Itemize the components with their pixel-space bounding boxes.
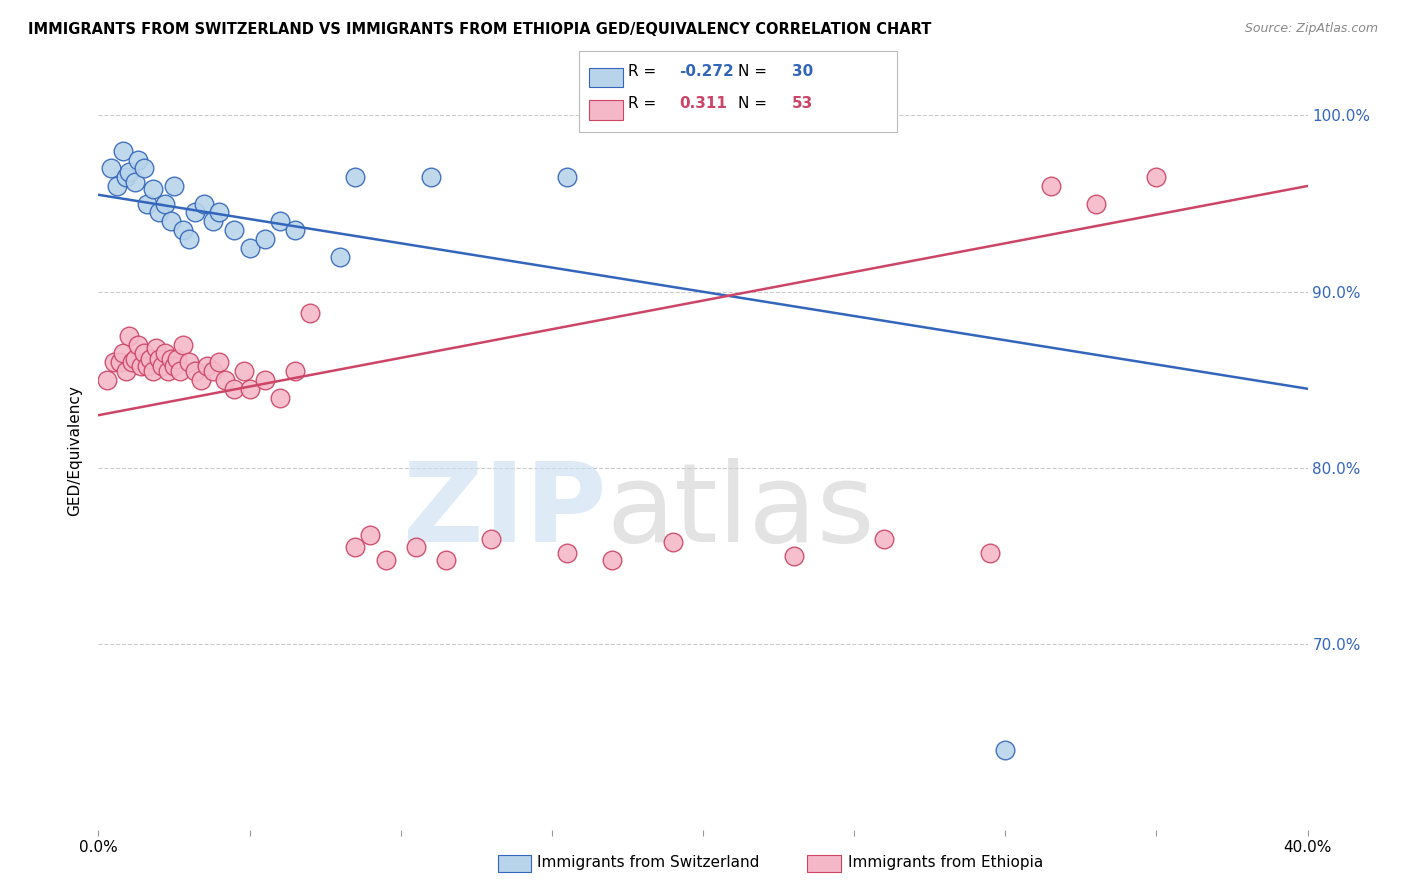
Point	[269, 214, 291, 228]
Point	[150, 359, 173, 373]
Point	[172, 223, 194, 237]
Point	[783, 549, 806, 564]
Point	[979, 546, 1001, 560]
Point	[224, 223, 246, 237]
Text: IMMIGRANTS FROM SWITZERLAND VS IMMIGRANTS FROM ETHIOPIA GED/EQUIVALENCY CORRELAT: IMMIGRANTS FROM SWITZERLAND VS IMMIGRANT…	[28, 22, 932, 37]
Point	[121, 355, 143, 369]
Point	[253, 232, 276, 246]
Text: Source: ZipAtlas.com: Source: ZipAtlas.com	[1244, 22, 1378, 36]
Point	[661, 535, 683, 549]
Point	[602, 553, 624, 567]
Point	[118, 165, 141, 179]
Point	[873, 532, 896, 546]
Text: 30: 30	[792, 64, 813, 79]
Point	[239, 382, 262, 396]
Point	[190, 373, 212, 387]
Point	[994, 743, 1017, 757]
Point	[127, 337, 149, 351]
Text: Immigrants from Ethiopia: Immigrants from Ethiopia	[848, 855, 1043, 871]
Point	[132, 161, 155, 176]
Point	[224, 382, 246, 396]
Text: ZIP: ZIP	[404, 458, 606, 565]
Point	[96, 373, 118, 387]
Point	[114, 170, 136, 185]
Point	[124, 351, 146, 366]
Point	[132, 346, 155, 360]
Point	[208, 355, 231, 369]
Point	[100, 161, 122, 176]
Point	[184, 364, 207, 378]
Point	[148, 205, 170, 219]
Point	[284, 223, 307, 237]
Point	[344, 170, 367, 185]
Point	[405, 541, 427, 555]
Point	[124, 176, 146, 190]
Point	[139, 351, 162, 366]
Point	[118, 329, 141, 343]
Point	[160, 351, 183, 366]
Point	[129, 359, 152, 373]
Point	[1144, 170, 1167, 185]
Point	[284, 364, 307, 378]
Point	[555, 170, 578, 185]
Point	[202, 214, 225, 228]
Point	[434, 553, 457, 567]
Point	[135, 196, 157, 211]
Point	[172, 337, 194, 351]
Point	[108, 355, 131, 369]
Point	[127, 153, 149, 167]
Point	[184, 205, 207, 219]
Point	[156, 364, 179, 378]
Y-axis label: GED/Equivalency: GED/Equivalency	[67, 385, 83, 516]
Text: 53: 53	[792, 96, 813, 112]
Point	[1085, 196, 1108, 211]
Point	[153, 196, 176, 211]
Point	[420, 170, 443, 185]
Point	[481, 532, 503, 546]
Point	[208, 205, 231, 219]
Point	[153, 346, 176, 360]
Point	[179, 355, 201, 369]
Text: -0.272: -0.272	[679, 64, 734, 79]
Point	[239, 241, 262, 255]
Text: R =: R =	[628, 96, 666, 112]
Point	[111, 346, 134, 360]
Point	[145, 341, 167, 355]
Text: 0.311: 0.311	[679, 96, 727, 112]
Point	[344, 541, 367, 555]
Text: N =: N =	[738, 64, 772, 79]
Point	[299, 306, 322, 320]
Text: N =: N =	[738, 96, 772, 112]
Point	[169, 364, 191, 378]
Point	[193, 196, 215, 211]
Point	[555, 546, 578, 560]
Point	[214, 373, 236, 387]
Point	[202, 364, 225, 378]
Point	[374, 553, 396, 567]
Point	[329, 250, 352, 264]
Point	[163, 359, 186, 373]
Point	[1039, 178, 1062, 193]
Point	[195, 359, 218, 373]
Point	[142, 182, 165, 196]
Point	[166, 351, 188, 366]
Point	[179, 232, 201, 246]
Point	[105, 178, 128, 193]
Point	[160, 214, 183, 228]
Point	[103, 355, 125, 369]
Text: atlas: atlas	[606, 458, 875, 565]
Point	[269, 391, 291, 405]
Point	[360, 528, 382, 542]
Point	[148, 351, 170, 366]
Text: Immigrants from Switzerland: Immigrants from Switzerland	[537, 855, 759, 871]
Point	[111, 144, 134, 158]
Point	[253, 373, 276, 387]
Point	[232, 364, 254, 378]
Point	[114, 364, 136, 378]
Point	[135, 359, 157, 373]
Text: R =: R =	[628, 64, 662, 79]
Point	[142, 364, 165, 378]
Point	[163, 178, 186, 193]
